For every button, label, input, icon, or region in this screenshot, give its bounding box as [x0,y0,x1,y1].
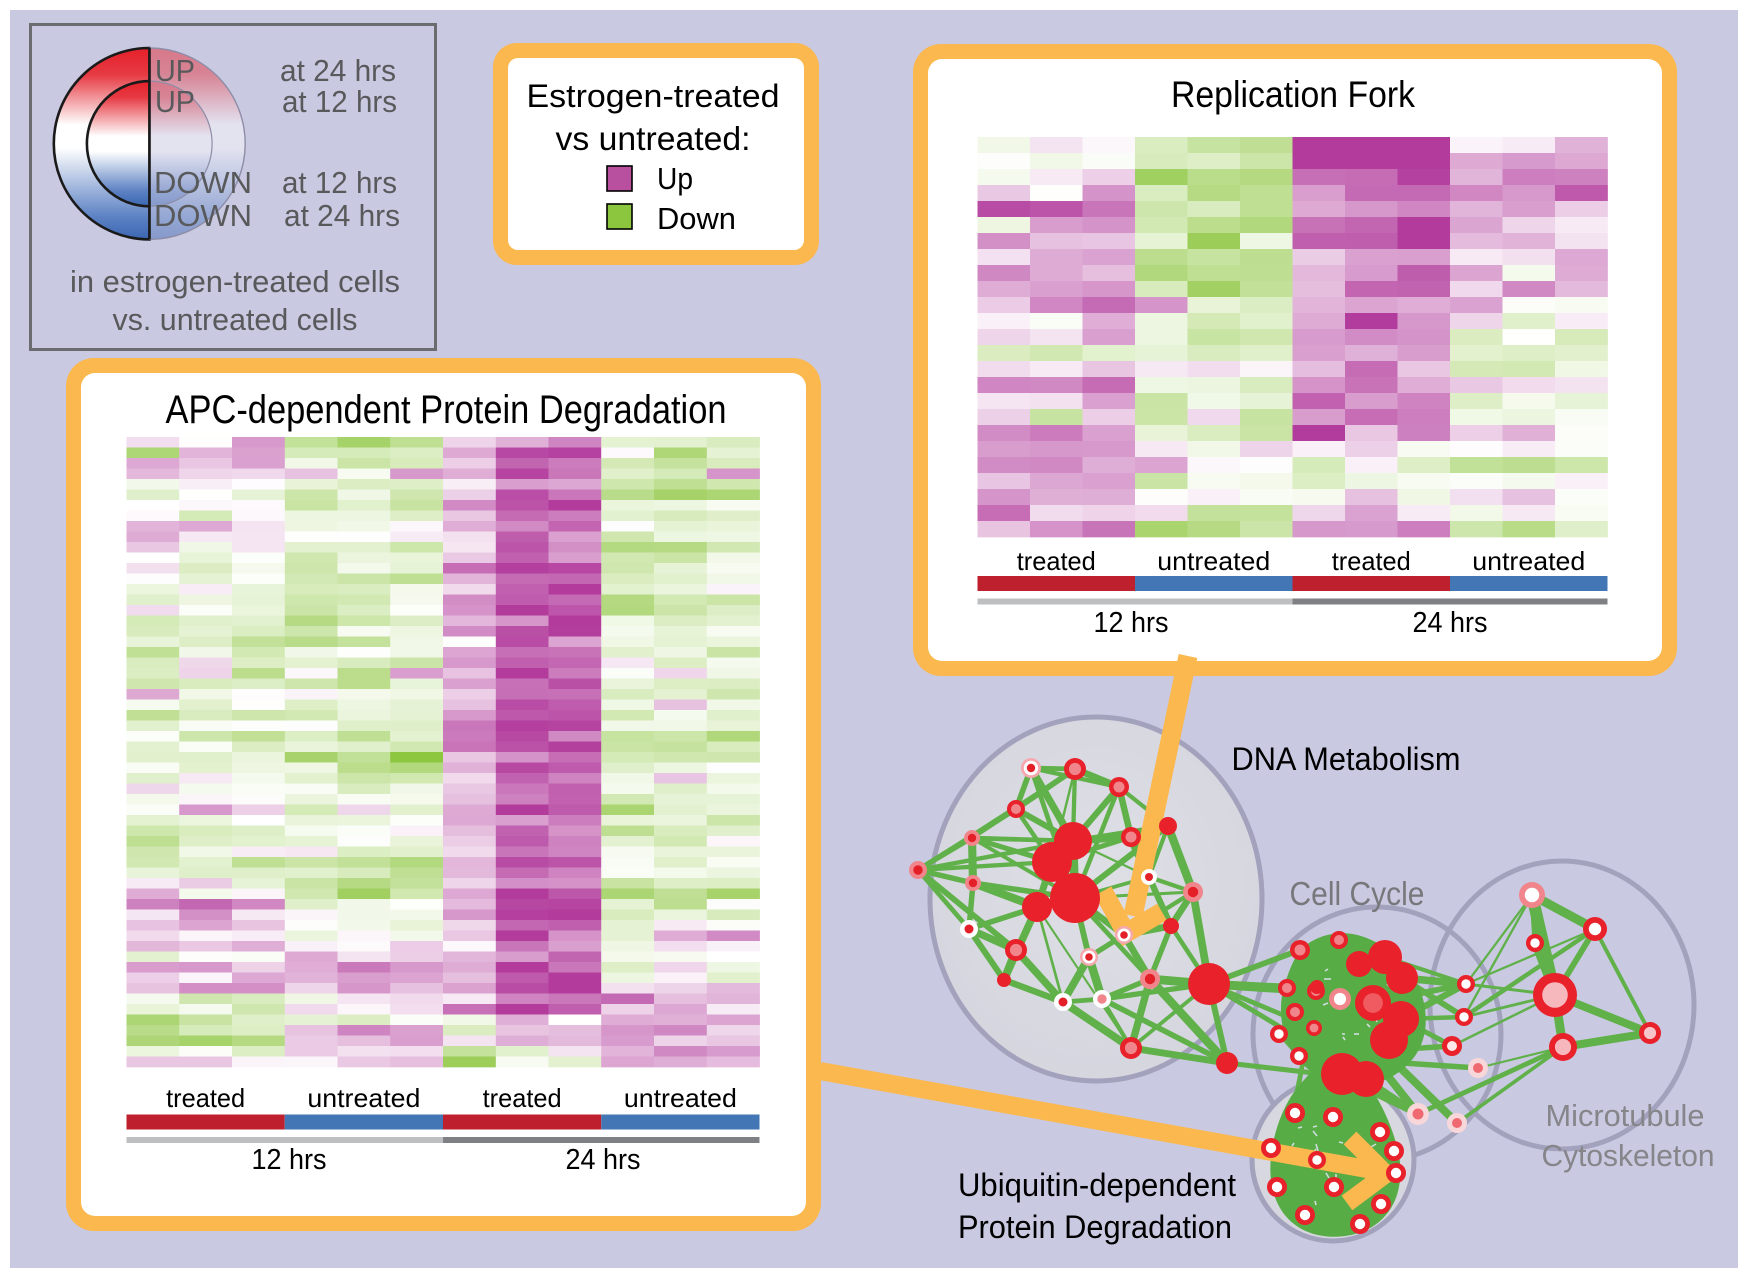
svg-text:Cytoskeleton: Cytoskeleton [1542,1138,1715,1173]
svg-text:12 hrs: 12 hrs [252,1144,327,1176]
svg-text:at 24 hrs: at 24 hrs [280,53,396,88]
svg-text:Down: Down [657,201,736,236]
svg-text:Ubiquitin-dependent: Ubiquitin-dependent [958,1167,1236,1203]
svg-text:in estrogen-treated cells: in estrogen-treated cells [70,264,400,299]
svg-text:Microtubule: Microtubule [1546,1098,1705,1133]
svg-text:Estrogen-treated: Estrogen-treated [527,78,780,114]
svg-text:24 hrs: 24 hrs [566,1144,641,1176]
svg-text:at 12 hrs: at 12 hrs [282,84,397,119]
svg-text:treated: treated [166,1083,245,1113]
svg-text:untreated: untreated [307,1083,420,1113]
svg-text:Cell Cycle: Cell Cycle [1290,875,1425,912]
svg-text:untreated: untreated [1472,546,1585,576]
svg-text:treated: treated [1017,546,1096,576]
svg-text:24 hrs: 24 hrs [1413,607,1488,639]
svg-text:APC-dependent Protein Degradat: APC-dependent Protein Degradation [166,388,727,432]
svg-text:UP: UP [155,53,195,88]
svg-text:12 hrs: 12 hrs [1094,607,1169,639]
svg-text:DOWN: DOWN [154,198,252,233]
svg-text:untreated: untreated [1157,546,1270,576]
svg-text:at 12 hrs: at 12 hrs [282,165,397,200]
svg-text:DNA Metabolism: DNA Metabolism [1232,741,1461,777]
svg-text:UP: UP [155,84,195,119]
svg-text:Replication Fork: Replication Fork [1171,74,1415,115]
svg-text:treated: treated [1332,546,1411,576]
svg-text:DOWN: DOWN [154,165,252,200]
svg-text:Up: Up [657,161,693,196]
svg-text:untreated: untreated [624,1083,737,1113]
svg-text:vs. untreated cells: vs. untreated cells [113,302,358,337]
svg-text:treated: treated [483,1083,562,1113]
svg-text:vs untreated:: vs untreated: [556,120,751,157]
svg-text:Protein Degradation: Protein Degradation [958,1209,1232,1245]
svg-text:at 24 hrs: at 24 hrs [284,198,400,233]
